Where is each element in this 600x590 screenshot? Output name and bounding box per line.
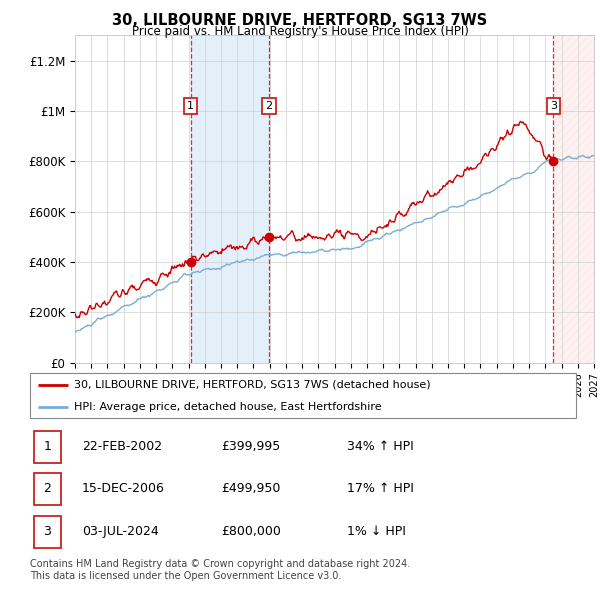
Text: 03-JUL-2024: 03-JUL-2024 xyxy=(82,525,158,537)
Text: 3: 3 xyxy=(550,101,557,111)
Bar xyxy=(553,35,594,363)
Text: Price paid vs. HM Land Registry's House Price Index (HPI): Price paid vs. HM Land Registry's House … xyxy=(131,25,469,38)
Text: 2: 2 xyxy=(265,101,272,111)
Text: 30, LILBOURNE DRIVE, HERTFORD, SG13 7WS (detached house): 30, LILBOURNE DRIVE, HERTFORD, SG13 7WS … xyxy=(74,380,430,390)
Text: 1: 1 xyxy=(187,101,194,111)
Text: 34% ↑ HPI: 34% ↑ HPI xyxy=(347,440,413,453)
Text: £800,000: £800,000 xyxy=(221,525,281,537)
Text: £499,950: £499,950 xyxy=(221,482,280,495)
Text: 1% ↓ HPI: 1% ↓ HPI xyxy=(347,525,406,537)
Text: 1: 1 xyxy=(44,440,52,453)
FancyBboxPatch shape xyxy=(34,516,61,548)
FancyBboxPatch shape xyxy=(34,431,61,463)
Text: 30, LILBOURNE DRIVE, HERTFORD, SG13 7WS: 30, LILBOURNE DRIVE, HERTFORD, SG13 7WS xyxy=(112,13,488,28)
Text: Contains HM Land Registry data © Crown copyright and database right 2024.
This d: Contains HM Land Registry data © Crown c… xyxy=(30,559,410,581)
Text: 2: 2 xyxy=(44,482,52,495)
Bar xyxy=(191,35,269,363)
Text: 22-FEB-2002: 22-FEB-2002 xyxy=(82,440,162,453)
Text: £399,995: £399,995 xyxy=(221,440,280,453)
FancyBboxPatch shape xyxy=(34,473,61,506)
Text: 3: 3 xyxy=(44,525,52,537)
Text: 17% ↑ HPI: 17% ↑ HPI xyxy=(347,482,413,495)
Text: HPI: Average price, detached house, East Hertfordshire: HPI: Average price, detached house, East… xyxy=(74,402,382,412)
FancyBboxPatch shape xyxy=(30,373,576,418)
Text: 15-DEC-2006: 15-DEC-2006 xyxy=(82,482,165,495)
